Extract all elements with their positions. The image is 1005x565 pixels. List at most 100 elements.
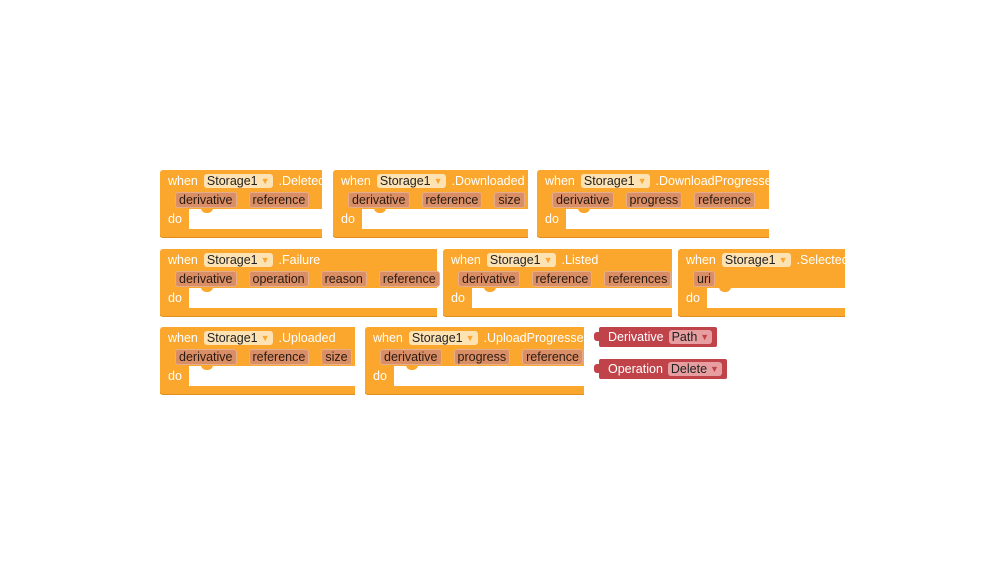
param-chip[interactable]: derivative (380, 349, 442, 365)
when-keyword: when (168, 174, 198, 188)
event-block[interactable]: when Storage1 ▼ .Deleted derivative reference… (160, 170, 325, 237)
component-dropdown[interactable]: Storage1 ▼ (408, 331, 478, 345)
event-block[interactable]: when Storage1 ▼ .Downloaded derivative refere… (333, 170, 528, 237)
component-dropdown[interactable]: Storage1 ▼ (203, 253, 273, 267)
event-name: .UploadProgressed (483, 331, 591, 345)
param-chip[interactable]: reference (531, 271, 593, 287)
param-chip[interactable]: uri (693, 271, 715, 287)
when-keyword: when (373, 331, 403, 345)
param-chip[interactable]: reference (522, 349, 583, 365)
slot-notch (374, 208, 386, 213)
when-keyword: when (168, 331, 198, 345)
value-dropdown[interactable]: Delete ▼ (667, 362, 722, 376)
param-chip[interactable]: reference (248, 192, 310, 208)
param-chip[interactable]: size (494, 192, 525, 208)
do-statement-slot[interactable] (707, 287, 845, 308)
value-dropdown[interactable]: Path ▼ (668, 330, 713, 344)
event-name: .Deleted (278, 174, 326, 188)
param-chip[interactable]: derivative (175, 271, 237, 287)
param-chip[interactable]: reference (421, 192, 483, 208)
block-header: when Storage1 ▼ .Downloaded (341, 173, 525, 189)
param-chip[interactable]: reason (320, 271, 367, 287)
do-label: do (168, 369, 182, 383)
event-name: .Listed (561, 253, 599, 267)
dropdown-arrow-icon: ▼ (778, 255, 788, 265)
component-name: Storage1 (206, 331, 258, 345)
event-block[interactable]: when Storage1 ▼ .UploadProgressed derivative… (365, 327, 591, 394)
do-label: do (341, 212, 355, 226)
slot-notch (484, 287, 496, 292)
param-chip[interactable]: operation (248, 271, 309, 287)
event-params: derivative operation reason reference (175, 271, 440, 287)
dropdown-value: Path (671, 330, 698, 344)
block-header: when Storage1 ▼ .Selected (686, 252, 849, 268)
event-params: derivative reference size (175, 349, 352, 365)
param-chip[interactable]: derivative (175, 349, 237, 365)
when-keyword: when (451, 253, 481, 267)
event-name: .Selected (796, 253, 849, 267)
component-name: Storage1 (724, 253, 776, 267)
event-params: derivative progress reference (380, 349, 583, 365)
event-block[interactable]: when Storage1 ▼ .DownloadProgressed derivati… (537, 170, 779, 237)
param-chip[interactable]: reference (694, 192, 755, 208)
do-statement-slot[interactable] (472, 287, 672, 308)
event-params: uri (693, 271, 715, 287)
param-chip[interactable]: size (321, 349, 352, 365)
when-keyword: when (686, 253, 716, 267)
component-name: Storage1 (411, 331, 463, 345)
slot-notch (578, 208, 590, 213)
do-statement-slot[interactable] (394, 365, 584, 386)
block-bottom-arm (160, 308, 437, 316)
value-block-label: Derivative (608, 330, 664, 344)
do-statement-slot[interactable] (189, 365, 355, 386)
param-chip[interactable]: reference (248, 349, 310, 365)
param-chip[interactable]: derivative (552, 192, 614, 208)
component-dropdown[interactable]: Storage1 ▼ (376, 174, 446, 188)
component-dropdown[interactable]: Storage1 ▼ (486, 253, 556, 267)
component-dropdown[interactable]: Storage1 ▼ (721, 253, 791, 267)
do-statement-slot[interactable] (362, 208, 528, 229)
event-params: derivative reference references (458, 271, 672, 287)
do-label: do (451, 291, 465, 305)
value-block[interactable]: Derivative Path ▼ (594, 327, 718, 347)
event-block[interactable]: when Storage1 ▼ .Failure derivative operation… (160, 249, 440, 316)
output-plug (594, 364, 600, 373)
block-bottom-arm (333, 229, 528, 237)
when-keyword: when (168, 253, 198, 267)
block-header: when Storage1 ▼ .DownloadProgressed (545, 173, 779, 189)
dropdown-arrow-icon: ▼ (465, 333, 475, 343)
do-label: do (168, 212, 182, 226)
component-dropdown[interactable]: Storage1 ▼ (203, 174, 273, 188)
value-block[interactable]: Operation Delete ▼ (594, 359, 727, 379)
do-statement-slot[interactable] (566, 208, 769, 229)
param-chip[interactable]: progress (453, 349, 511, 365)
event-block[interactable]: when Storage1 ▼ .Listed derivative reference r… (443, 249, 672, 316)
dropdown-arrow-icon: ▼ (710, 364, 719, 374)
component-dropdown[interactable]: Storage1 ▼ (203, 331, 273, 345)
event-block[interactable]: when Storage1 ▼ .Selected uri do (678, 249, 849, 316)
block-bottom-arm (160, 229, 322, 237)
event-name: .DownloadProgressed (655, 174, 779, 188)
event-block[interactable]: when Storage1 ▼ .Uploaded derivative referenc… (160, 327, 355, 394)
block-header: when Storage1 ▼ .Uploaded (168, 330, 336, 346)
component-dropdown[interactable]: Storage1 ▼ (580, 174, 650, 188)
event-name: .Uploaded (278, 331, 336, 345)
param-chip[interactable]: progress (625, 192, 683, 208)
event-params: derivative reference size (348, 192, 525, 208)
param-chip[interactable]: derivative (458, 271, 520, 287)
param-chip[interactable]: references (604, 271, 672, 287)
block-header: when Storage1 ▼ .Deleted (168, 173, 325, 189)
dropdown-arrow-icon: ▼ (700, 332, 710, 342)
param-chip[interactable]: reference (378, 271, 440, 287)
value-block-label: Operation (608, 362, 663, 376)
do-label: do (373, 369, 387, 383)
param-chip[interactable]: derivative (175, 192, 237, 208)
component-name: Storage1 (206, 253, 258, 267)
block-bottom-arm (365, 386, 584, 394)
event-params: derivative progress reference (552, 192, 755, 208)
param-chip[interactable]: derivative (348, 192, 410, 208)
do-statement-slot[interactable] (189, 208, 322, 229)
block-bottom-arm (678, 308, 845, 316)
component-name: Storage1 (206, 174, 258, 188)
do-statement-slot[interactable] (189, 287, 437, 308)
